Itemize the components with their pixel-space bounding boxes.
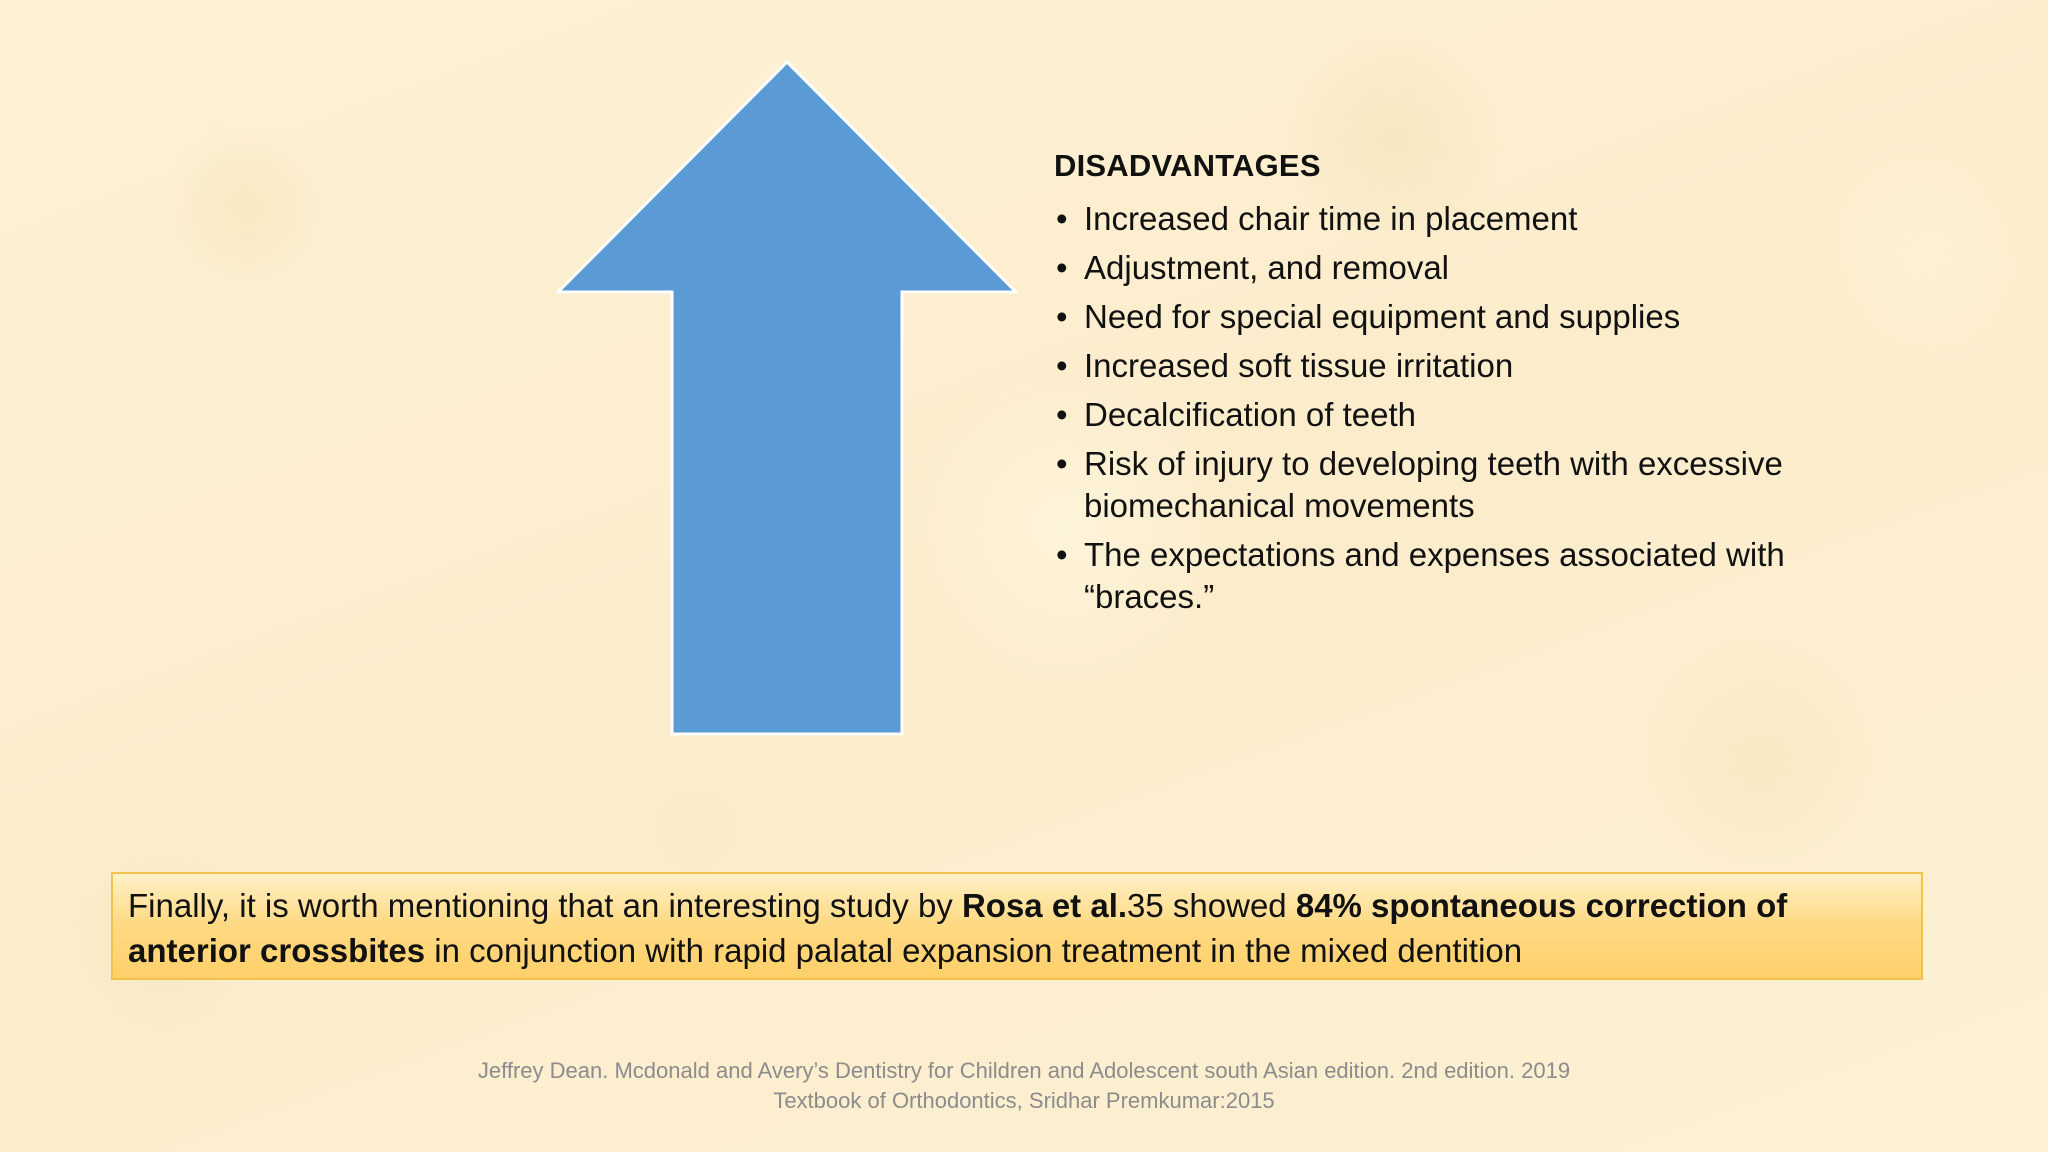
up-arrow-shape	[556, 60, 1018, 736]
disadvantage-item: • Decalcification of teeth	[1054, 394, 1834, 436]
disadvantage-item: • The expectations and expenses associate…	[1054, 534, 1834, 618]
disadvantage-item: • Need for special equipment and supplies	[1054, 296, 1834, 338]
disadvantage-text: Risk of injury to developing teeth with …	[1084, 445, 1783, 524]
disadvantage-item: • Increased soft tissue irritation	[1054, 345, 1834, 387]
disadvantages-heading: DISADVANTAGES	[1054, 148, 1321, 183]
bullet-icon: •	[1056, 445, 1068, 482]
bullet-icon: •	[1056, 249, 1068, 286]
bullet-icon: •	[1056, 536, 1068, 573]
up-arrow-icon	[556, 60, 1018, 736]
note-text-1: Finally, it is worth mentioning that an …	[128, 887, 962, 924]
bullet-icon: •	[1056, 396, 1068, 433]
references: Jeffrey Dean. Mcdonald and Avery’s Denti…	[0, 1056, 2048, 1116]
disadvantage-text: The expectations and expenses associated…	[1084, 536, 1785, 615]
disadvantage-text: Decalcification of teeth	[1084, 396, 1417, 433]
bullet-icon: •	[1056, 200, 1068, 237]
bullet-icon: •	[1056, 347, 1068, 384]
disadvantage-item: • Adjustment, and removal	[1054, 247, 1834, 289]
disadvantages-list: • Increased chair time in placement • Adju…	[1054, 198, 1834, 618]
disadvantage-text: Adjustment, and removal	[1084, 249, 1450, 286]
bullet-icon: •	[1056, 298, 1068, 335]
disadvantages-section: DISADVANTAGES • Increased chair time in p…	[1054, 148, 1834, 625]
reference-line-1: Jeffrey Dean. Mcdonald and Avery’s Denti…	[477, 1058, 1571, 1083]
disadvantage-text: Increased chair time in placement	[1084, 200, 1578, 237]
disadvantage-item: • Risk of injury to developing teeth with…	[1054, 443, 1834, 527]
disadvantage-item: • Increased chair time in placement	[1054, 198, 1834, 240]
disadvantage-text: Need for special equipment and supplies	[1084, 298, 1681, 335]
note-text-2: 35 showed	[1127, 887, 1296, 924]
note-author: Rosa et al.	[961, 887, 1128, 924]
disadvantage-text: Increased soft tissue irritation	[1084, 347, 1514, 384]
reference-line-2: Textbook of Orthodontics, Sridhar Premku…	[773, 1088, 1275, 1113]
note-text-3: in conjunction with rapid palatal expans…	[425, 932, 1523, 969]
study-note-box: Finally, it is worth mentioning that an …	[111, 872, 1923, 980]
note-finding: 84% spontaneous correction of anterior c…	[128, 887, 1788, 969]
